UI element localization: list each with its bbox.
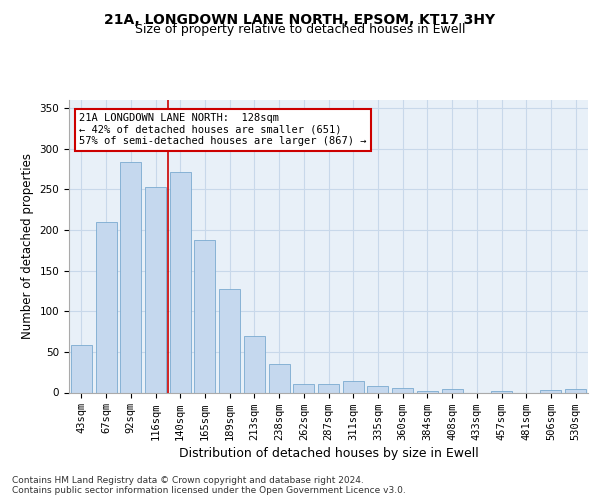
Bar — [565, 389, 586, 392]
X-axis label: Distribution of detached houses by size in Ewell: Distribution of detached houses by size … — [179, 446, 478, 460]
Bar — [194, 240, 215, 392]
Bar — [269, 364, 290, 392]
Bar — [120, 162, 141, 392]
Bar — [343, 381, 364, 392]
Bar — [244, 336, 265, 392]
Bar — [318, 384, 339, 392]
Bar — [417, 391, 438, 392]
Bar — [293, 384, 314, 392]
Text: 21A, LONGDOWN LANE NORTH, EPSOM, KT17 3HY: 21A, LONGDOWN LANE NORTH, EPSOM, KT17 3H… — [104, 12, 496, 26]
Bar — [392, 388, 413, 392]
Bar — [442, 389, 463, 392]
Bar — [95, 222, 116, 392]
Bar — [367, 386, 388, 392]
Bar — [491, 391, 512, 392]
Bar — [145, 187, 166, 392]
Bar — [71, 344, 92, 393]
Bar — [541, 390, 562, 392]
Text: Size of property relative to detached houses in Ewell: Size of property relative to detached ho… — [135, 22, 465, 36]
Bar — [170, 172, 191, 392]
Bar — [219, 288, 240, 393]
Text: Contains HM Land Registry data © Crown copyright and database right 2024.
Contai: Contains HM Land Registry data © Crown c… — [12, 476, 406, 495]
Y-axis label: Number of detached properties: Number of detached properties — [21, 153, 34, 340]
Text: 21A LONGDOWN LANE NORTH:  128sqm
← 42% of detached houses are smaller (651)
57% : 21A LONGDOWN LANE NORTH: 128sqm ← 42% of… — [79, 113, 367, 146]
